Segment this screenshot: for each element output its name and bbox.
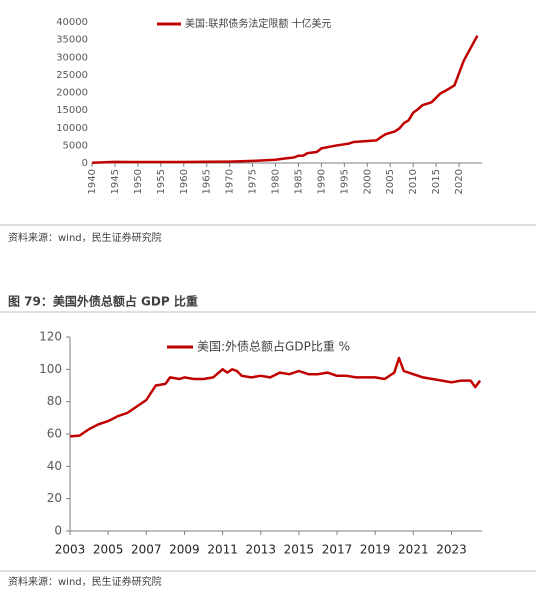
data-line (69, 356, 482, 438)
x-tick-label: 1945 (110, 169, 121, 194)
x-tick-label: 1950 (133, 169, 144, 194)
x-tick-label: 1980 (271, 169, 282, 194)
x-tick-label: 1965 (202, 169, 213, 194)
x-tick-label: 1960 (179, 169, 190, 194)
x-tick-label: 1940 (87, 169, 98, 194)
y-tick-label: 40000 (56, 17, 88, 28)
x-tick-label: 1990 (316, 169, 327, 194)
y-tick-label: 10000 (56, 123, 88, 134)
y-tick-label: 0 (82, 158, 88, 169)
x-tick-label: 2020 (454, 169, 465, 194)
y-tick-label: 100 (39, 362, 62, 376)
x-tick-label: 2010 (408, 169, 419, 194)
x-tick-label: 1970 (225, 169, 236, 194)
y-tick-label: 15000 (56, 105, 88, 116)
y-tick-label: 35000 (56, 35, 88, 46)
x-tick-label: 2007 (131, 543, 162, 557)
x-tick-label: 1955 (156, 169, 167, 194)
y-tick-label: 60 (47, 427, 62, 441)
x-tick-label: 2015 (284, 543, 315, 557)
x-tick-label: 1985 (293, 169, 304, 194)
x-tick-label: 2000 (362, 169, 373, 194)
x-tick-label: 2019 (360, 543, 391, 557)
y-tick-label: 20000 (56, 88, 88, 99)
x-tick-label: 1995 (339, 169, 350, 194)
y-tick-label: 5000 (63, 140, 88, 151)
data-line (91, 35, 479, 165)
y-tick-label: 0 (54, 524, 62, 538)
x-tick-label: 1975 (248, 169, 259, 194)
x-tick-label: 2021 (398, 543, 429, 557)
y-tick-label: 30000 (56, 52, 88, 63)
figure-title: 图 79：美国外债总额占 GDP 比重 (8, 294, 198, 309)
x-tick-label: 2023 (436, 543, 467, 557)
x-tick-label: 2003 (55, 543, 86, 557)
y-tick-label: 20 (47, 491, 62, 505)
legend-label: 美国:联邦债务法定限额 十亿美元 (185, 17, 332, 30)
y-tick-label: 120 (39, 330, 62, 344)
x-tick-label: 2005 (385, 169, 396, 194)
y-tick-label: 25000 (56, 70, 88, 81)
x-tick-label: 2009 (169, 543, 200, 557)
y-tick-label: 80 (47, 394, 62, 408)
x-tick-label: 2015 (431, 169, 442, 194)
source-note: 资料来源：wind，民生证券研究院 (8, 575, 162, 588)
x-tick-label: 2005 (93, 543, 124, 557)
x-tick-label: 2017 (322, 543, 353, 557)
source-note: 资料来源：wind，民生证券研究院 (8, 231, 162, 244)
x-tick-label: 2013 (245, 543, 276, 557)
y-tick-label: 40 (47, 459, 62, 473)
legend-label: 美国:外债总额占GDP比重 % (197, 339, 350, 354)
x-tick-label: 2011 (207, 543, 238, 557)
